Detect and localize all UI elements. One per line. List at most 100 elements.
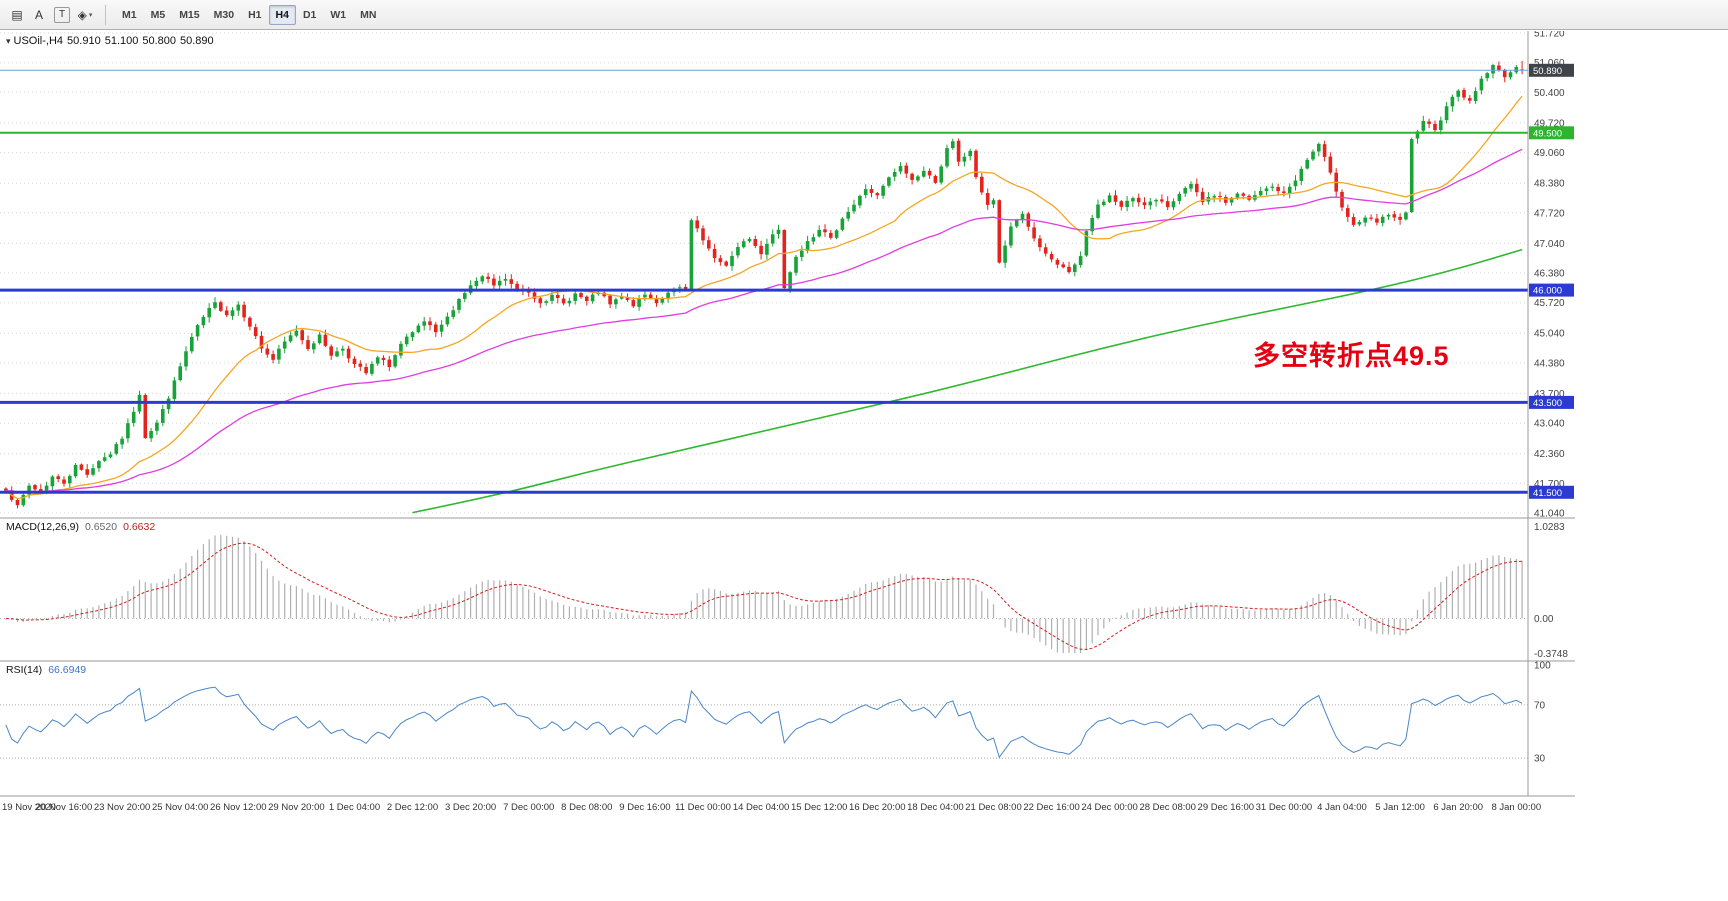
time-tick-label: 11 Dec 00:00 <box>675 802 731 813</box>
time-tick-label: 18 Dec 04:00 <box>907 802 964 813</box>
price-markers: 50.890 49.500 46.000 43.500 41.500 <box>1529 63 1574 499</box>
timeframe-h4-button[interactable]: H4 <box>268 4 296 25</box>
rsi-axis-label: 30 <box>1534 754 1546 765</box>
bid-price-marker <box>1529 63 1574 77</box>
price-tick-label: 45.720 <box>1534 298 1565 309</box>
macd-histogram <box>5 534 1523 653</box>
textbox-tool-icon[interactable]: T <box>54 6 70 23</box>
rsi-axis-labels: 100 70 30 <box>1534 661 1551 765</box>
price-tick-label: 48.380 <box>1534 179 1565 190</box>
rsi-line <box>5 686 1523 759</box>
ohlc-high: 51.100 <box>104 35 139 47</box>
time-tick-label: 15 Dec 12:00 <box>791 802 848 813</box>
timeframe-w1-button[interactable]: W1 <box>323 5 353 25</box>
time-tick-label: 26 Nov 12:00 <box>210 802 267 813</box>
chart-area[interactable]: 51.720 51.060 50.400 49.720 49.060 48.380 47.7… <box>0 31 1575 813</box>
symbol-collapse-icon[interactable]: ▾ <box>6 36 11 46</box>
timeframe-buttons-group: M1 M5 M15 M30 H1 H4 D1 W1 MN <box>115 4 383 25</box>
chart-canvas[interactable]: 51.720 51.060 50.400 49.720 49.060 48.380 47.7… <box>0 31 1575 813</box>
time-tick-label: 20 Nov 16:00 <box>36 802 93 813</box>
price-tick-label: 41.700 <box>1534 479 1565 490</box>
timeframe-mn-button[interactable]: MN <box>353 5 383 25</box>
macd-name: MACD(12,26,9) <box>6 521 79 533</box>
macd-axis-label: -0.3748 <box>1534 649 1568 660</box>
time-tick-label: 22 Dec 16:00 <box>1023 802 1080 813</box>
time-tick-label: 8 Jan 00:00 <box>1491 802 1541 813</box>
price-tick-label: 51.060 <box>1534 58 1565 69</box>
time-tick-label: 14 Dec 04:00 <box>733 802 790 813</box>
price-tick-label: 43.040 <box>1534 419 1565 430</box>
line-level-marker <box>1529 126 1574 140</box>
annotation-text[interactable]: 多空转折点49.5 <box>1253 341 1450 371</box>
time-tick-label: 19 Nov 2020 <box>2 802 56 813</box>
time-tick-label: 2 Dec 12:00 <box>387 802 438 813</box>
price-axis-labels[interactable]: 51.720 51.060 50.400 49.720 49.060 48.380 47.7… <box>1534 31 1565 520</box>
macd-main-value: 0.6520 <box>84 521 118 533</box>
time-tick-label: 16 Dec 20:00 <box>849 802 906 813</box>
dropdown-caret-icon: ▾ <box>88 11 93 19</box>
macd-indicator-label: MACD(12,26,9) 0.6520 0.6632 <box>6 521 155 533</box>
price-tick-label: 46.380 <box>1534 269 1565 280</box>
rsi-axis-label: 100 <box>1534 661 1551 672</box>
toolbar-separator <box>105 4 106 25</box>
line-level-marker-label: 46.000 <box>1533 286 1562 297</box>
price-tick-label: 50.400 <box>1534 88 1565 99</box>
line-level-marker-label: 49.500 <box>1533 128 1562 139</box>
timeframe-h1-button[interactable]: H1 <box>241 5 268 25</box>
timeframe-m1-button[interactable]: M1 <box>115 5 144 25</box>
time-tick-label: 31 Dec 00:00 <box>1256 802 1313 813</box>
time-tick-label: 28 Dec 08:00 <box>1139 802 1196 813</box>
chart-header: ▾ USOil-,H4 50.910 51.100 50.800 50.890 <box>6 35 218 47</box>
price-tick-label: 43.700 <box>1534 389 1565 400</box>
price-gridlines <box>0 32 1528 514</box>
timeframe-m5-button[interactable]: M5 <box>144 5 173 25</box>
line-level-marker <box>1529 395 1574 409</box>
rsi-indicator-label: RSI(14) 66.6949 <box>6 664 86 676</box>
time-tick-label: 21 Dec 08:00 <box>965 802 1022 813</box>
shapes-tool-icon[interactable]: ◈ ▾ <box>74 4 96 26</box>
macd-axis-label: 0.00 <box>1534 614 1554 625</box>
timeframe-m15-button[interactable]: M15 <box>172 5 206 25</box>
rsi-value: 66.6949 <box>48 664 87 676</box>
charts-list-icon[interactable]: ▤ <box>6 4 28 26</box>
ohlc-low: 50.800 <box>142 35 177 47</box>
price-tick-label: 51.720 <box>1534 31 1565 40</box>
ohlc-close: 50.890 <box>180 35 214 47</box>
price-tick-label: 42.360 <box>1534 449 1565 460</box>
symbol-timeframe-label: USOil-,H4 <box>13 35 64 47</box>
time-tick-label: 3 Dec 20:00 <box>445 802 496 813</box>
time-tick-label: 8 Dec 08:00 <box>561 802 612 813</box>
candles-layer <box>4 60 1524 509</box>
text-tool-icon[interactable]: A <box>28 4 50 26</box>
ma-long-line <box>412 248 1523 514</box>
time-tick-label: 29 Dec 16:00 <box>1198 802 1255 813</box>
macd-signal-line <box>5 542 1523 650</box>
line-level-marker <box>1529 283 1574 297</box>
price-tick-label: 41.040 <box>1534 509 1565 520</box>
price-tick-label: 47.720 <box>1534 208 1565 219</box>
line-level-marker-label: 41.500 <box>1533 488 1562 499</box>
timeframe-d1-button[interactable]: D1 <box>296 5 323 25</box>
time-tick-label: 5 Jan 12:00 <box>1375 802 1425 813</box>
toolbar: ▤ A T ◈ ▾ M1 M5 M15 M30 H1 H4 D1 W1 MN <box>0 0 1728 30</box>
rsi-axis-label: 70 <box>1534 700 1546 711</box>
time-tick-label: 9 Dec 16:00 <box>619 802 670 813</box>
macd-signal-value: 0.6632 <box>123 521 156 533</box>
time-tick-label: 24 Dec 00:00 <box>1081 802 1138 813</box>
time-tick-label: 23 Nov 20:00 <box>94 802 151 813</box>
time-tick-label: 4 Jan 04:00 <box>1317 802 1367 813</box>
macd-axis-labels: 1.0283 0.00 -0.3748 <box>1534 522 1568 660</box>
price-tick-label: 45.040 <box>1534 329 1565 340</box>
timeframe-m30-button[interactable]: M30 <box>207 5 241 25</box>
time-tick-label: 25 Nov 04:00 <box>152 802 209 813</box>
price-tick-label: 49.060 <box>1534 148 1565 159</box>
price-tick-label: 49.720 <box>1534 118 1565 129</box>
time-tick-label: 6 Jan 20:00 <box>1433 802 1483 813</box>
macd-axis-label: 1.0283 <box>1534 522 1565 533</box>
time-tick-label: 7 Dec 00:00 <box>503 802 554 813</box>
time-tick-label: 1 Dec 04:00 <box>329 802 380 813</box>
line-level-marker-label: 43.500 <box>1533 398 1562 409</box>
price-tick-label: 47.040 <box>1534 239 1565 250</box>
